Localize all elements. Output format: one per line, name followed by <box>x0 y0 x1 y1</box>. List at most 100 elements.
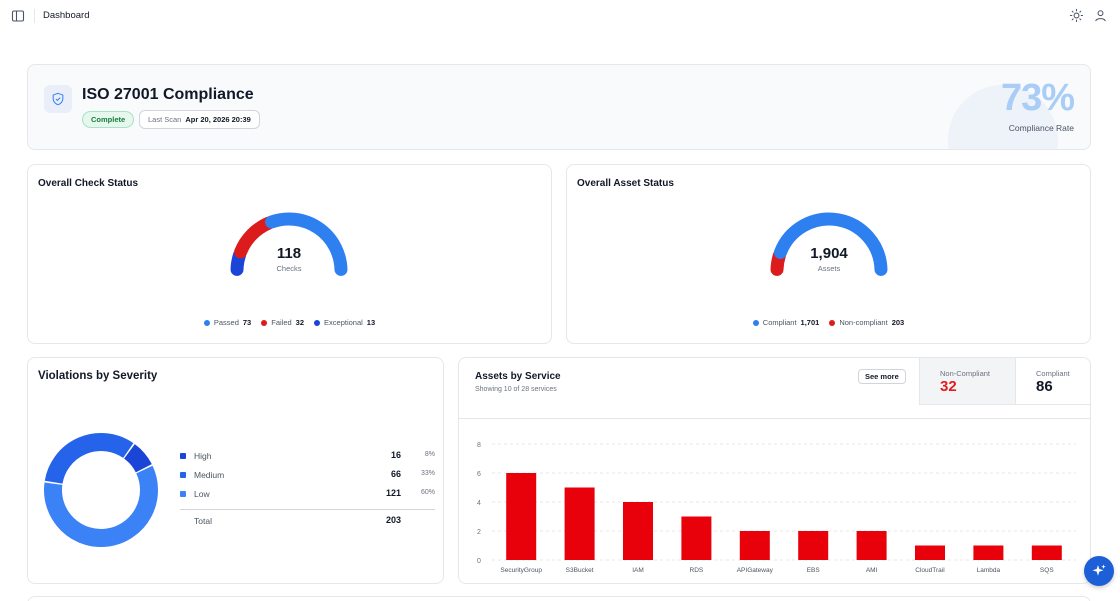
check-total: 118 <box>276 245 302 262</box>
non-compliant-label: Non-Compliant <box>940 369 991 378</box>
bar-cloudtrail[interactable] <box>915 545 945 561</box>
severity-count: 66 <box>390 469 401 479</box>
see-more-button[interactable]: See more <box>858 369 906 384</box>
severity-swatch <box>180 453 186 459</box>
severity-table: High 16 8% Medium 66 33% Low 121 60% Tot… <box>180 450 435 531</box>
assets-by-service-card: Assets by Service Showing 10 of 28 servi… <box>458 357 1091 584</box>
legend-value: 203 <box>891 318 905 327</box>
x-tick-label: Lambda <box>977 567 1001 574</box>
severity-row-high: High 16 8% <box>180 450 435 469</box>
severity-percent: 8% <box>424 451 435 458</box>
asset-gauge-center: 1,904 Assets <box>759 245 899 273</box>
severity-row-low: Low 121 60% <box>180 488 435 507</box>
bar-lambda[interactable] <box>973 545 1004 561</box>
compliance-rate-label: Compliance Rate <box>1008 123 1074 133</box>
status-badge: Complete <box>82 111 135 128</box>
asset-gauge-segment-compliant <box>773 212 888 276</box>
donut-segment-low <box>44 465 158 547</box>
shield-icon-tile <box>44 85 72 113</box>
user-icon[interactable] <box>1093 8 1108 23</box>
legend-value: 13 <box>366 318 376 327</box>
legend-dot <box>261 319 268 326</box>
severity-donut-chart <box>44 433 158 547</box>
sparkle-icon <box>1092 564 1106 576</box>
legend-label: Passed <box>213 318 239 327</box>
bar-sqs[interactable] <box>1031 545 1062 561</box>
severity-total-label: Total <box>194 516 212 526</box>
severity-swatch <box>180 472 186 478</box>
assets-by-service-title: Assets by Service <box>475 371 561 382</box>
x-tick-label: SecurityGroup <box>500 567 542 574</box>
x-tick-label: AMI <box>866 567 878 574</box>
y-tick-label: 6 <box>477 471 481 478</box>
violations-card: Violations by Severity High 16 8% Medium… <box>27 357 444 584</box>
compliant-value: 86 <box>1036 378 1053 395</box>
legend-label: Exceptional <box>324 318 363 327</box>
bar-ami[interactable] <box>856 531 887 560</box>
non-compliant-summary: Non-Compliant 32 <box>919 358 1015 405</box>
legend-dot <box>314 319 321 326</box>
legend-dot <box>829 319 836 326</box>
legend-item-exceptional: Exceptional 13 <box>314 318 375 327</box>
bar-iam[interactable] <box>623 502 653 560</box>
legend-value: 32 <box>295 318 305 327</box>
last-scan-value: Apr 20, 2026 20:39 <box>185 115 251 124</box>
check-status-gauge <box>230 212 348 276</box>
next-section-card <box>27 596 1091 601</box>
donut-segment-high <box>123 444 152 473</box>
compliance-summary-card: ISO 27001 Compliance Complete Last Scan … <box>27 64 1091 150</box>
assets-by-service-subtitle: Showing 10 of 28 services <box>475 386 557 393</box>
asset-status-gauge <box>770 212 888 276</box>
page-title: Dashboard <box>43 10 90 21</box>
severity-count: 121 <box>385 488 401 498</box>
x-tick-label: IAM <box>632 567 644 574</box>
x-tick-label: APIGateway <box>737 567 774 574</box>
y-tick-label: 0 <box>477 558 481 565</box>
check-legend: Passed 73 Failed 32 Exceptional 13 <box>28 318 551 327</box>
legend-item-compliant: Compliant 1,701 <box>752 318 819 327</box>
check-total-label: Checks <box>276 264 302 273</box>
compliant-label: Compliant <box>1036 369 1070 378</box>
severity-total-row: Total 203 <box>180 509 435 531</box>
severity-total-count: 203 <box>385 515 401 525</box>
y-tick-label: 2 <box>477 529 481 536</box>
x-tick-label: RDS <box>690 567 704 574</box>
bar-rds[interactable] <box>681 516 712 561</box>
compliance-rate: 73% <box>1000 77 1075 119</box>
legend-label: Compliant <box>762 318 797 327</box>
bar-ebs[interactable] <box>798 531 829 560</box>
check-status-card: Overall Check Status 118 Checks Passed 7… <box>27 164 552 344</box>
sun-icon[interactable] <box>1069 8 1084 23</box>
top-bar: Dashboard <box>0 0 1120 32</box>
legend-dot <box>752 319 759 326</box>
legend-label: Non-compliant <box>839 318 888 327</box>
compliance-title: ISO 27001 Compliance <box>82 86 254 103</box>
asset-total: 1,904 <box>810 245 848 262</box>
sidebar-toggle-icon[interactable] <box>11 9 25 23</box>
legend-value: 73 <box>242 318 252 327</box>
legend-label: Failed <box>271 318 292 327</box>
bar-apigateway[interactable] <box>739 531 770 560</box>
severity-label: High <box>194 451 212 461</box>
legend-dot <box>203 319 210 326</box>
legend-item-non-compliant: Non-compliant 203 <box>829 318 904 327</box>
violations-title: Violations by Severity <box>38 370 158 382</box>
check-status-title: Overall Check Status <box>38 178 139 189</box>
severity-percent: 60% <box>420 489 435 496</box>
bar-s3bucket[interactable] <box>564 487 595 561</box>
severity-row-medium: Medium 66 33% <box>180 469 435 488</box>
severity-label: Medium <box>194 470 225 480</box>
asset-status-card: Overall Asset Status 1,904 Assets Compli… <box>566 164 1091 344</box>
bar-securitygroup[interactable] <box>506 473 537 560</box>
asset-status-title: Overall Asset Status <box>577 178 674 189</box>
asset-legend: Compliant 1,701 Non-compliant 203 <box>567 318 1090 327</box>
compliant-summary: Compliant 86 <box>1015 358 1090 405</box>
topbar-divider <box>34 9 35 23</box>
assistant-fab-button[interactable] <box>1084 556 1114 586</box>
card-divider <box>459 418 1090 419</box>
donut-segment-medium <box>44 433 134 485</box>
check-gauge-segment-passed <box>265 212 348 276</box>
severity-label: Low <box>194 489 210 499</box>
x-tick-label: EBS <box>807 567 821 574</box>
x-tick-label: S3Bucket <box>566 567 594 574</box>
